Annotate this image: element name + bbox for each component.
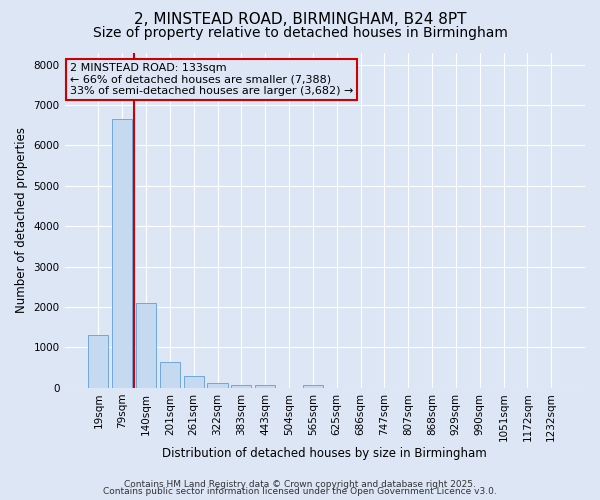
Text: 2, MINSTEAD ROAD, BIRMINGHAM, B24 8PT: 2, MINSTEAD ROAD, BIRMINGHAM, B24 8PT bbox=[134, 12, 466, 28]
Bar bbox=[184, 376, 204, 388]
Bar bbox=[136, 303, 156, 388]
Bar bbox=[208, 382, 227, 388]
Y-axis label: Number of detached properties: Number of detached properties bbox=[15, 127, 28, 313]
Bar bbox=[88, 336, 109, 388]
Bar bbox=[303, 386, 323, 388]
Text: Size of property relative to detached houses in Birmingham: Size of property relative to detached ho… bbox=[92, 26, 508, 40]
Text: Contains HM Land Registry data © Crown copyright and database right 2025.: Contains HM Land Registry data © Crown c… bbox=[124, 480, 476, 489]
Bar bbox=[255, 386, 275, 388]
Text: Contains public sector information licensed under the Open Government Licence v3: Contains public sector information licen… bbox=[103, 487, 497, 496]
Bar bbox=[112, 119, 132, 388]
Bar bbox=[231, 384, 251, 388]
X-axis label: Distribution of detached houses by size in Birmingham: Distribution of detached houses by size … bbox=[163, 447, 487, 460]
Bar bbox=[160, 362, 180, 388]
Text: 2 MINSTEAD ROAD: 133sqm
← 66% of detached houses are smaller (7,388)
33% of semi: 2 MINSTEAD ROAD: 133sqm ← 66% of detache… bbox=[70, 62, 353, 96]
